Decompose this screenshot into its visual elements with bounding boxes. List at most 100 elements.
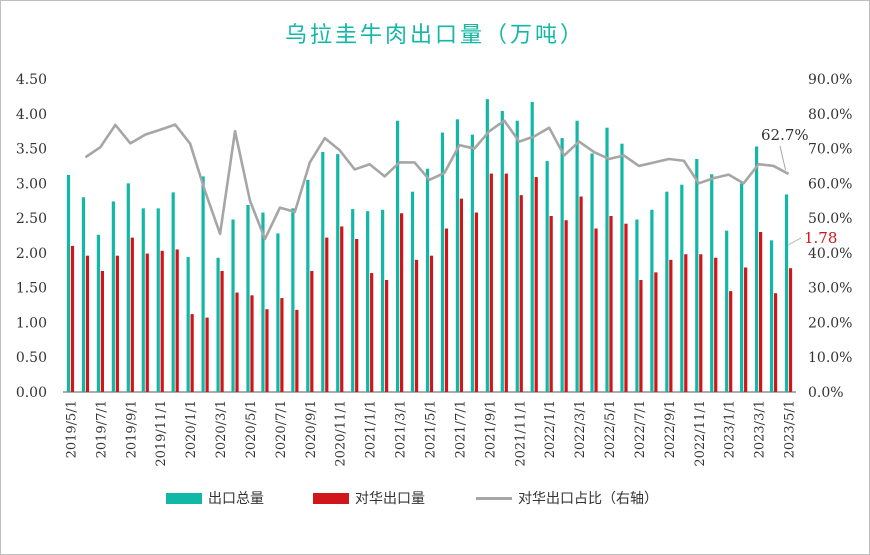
y-left-tick-label: 0.00 [16, 385, 47, 401]
bar-total [81, 197, 86, 392]
y-left-tick-label: 3.00 [16, 176, 47, 192]
legend-swatch-share [476, 496, 512, 500]
bar-total [306, 179, 310, 392]
y-right-tick-label: 90.0% [808, 72, 852, 88]
bar-total [635, 219, 639, 392]
legend-item-total[interactable]: 出口总量 [166, 488, 264, 508]
x-tick-label: 2019/5/1 [64, 400, 79, 458]
bar-total [740, 183, 744, 392]
bar-china [534, 177, 538, 392]
y-left-tick-label: 1.50 [16, 281, 47, 297]
bar-china [714, 257, 718, 392]
x-tick-label: 2019/9/1 [124, 400, 139, 458]
legend-label-china: 对华出口量 [355, 491, 425, 507]
bar-total [171, 192, 175, 392]
bar-total [425, 168, 430, 392]
x-tick-label: 2021/11/1 [513, 400, 528, 467]
y-right-tick-label: 60.0% [808, 176, 852, 192]
bar-china [744, 267, 748, 392]
bar-total [186, 257, 190, 392]
bar-total [605, 127, 609, 392]
bar-china [340, 226, 344, 392]
bar-total [321, 152, 325, 392]
bar-china [759, 232, 763, 392]
bar-china [579, 196, 583, 392]
x-tick-label: 2021/5/1 [424, 400, 439, 458]
bar-china [115, 255, 119, 392]
bar-china [205, 317, 209, 392]
bar-china [654, 272, 658, 392]
bar-total [201, 176, 205, 392]
bar-china [414, 259, 419, 392]
bar-total [126, 183, 130, 392]
legend-swatch-total [166, 492, 202, 504]
bar-china [325, 237, 329, 392]
y-right-tick-label: 0.0% [808, 385, 844, 401]
bar-total [410, 191, 415, 392]
bar-total [96, 234, 100, 392]
bar-total [500, 111, 504, 392]
y-left-tick-label: 1.00 [16, 315, 47, 331]
y-left-tick-label: 3.50 [16, 142, 47, 158]
legend-item-china[interactable]: 对华出口量 [313, 488, 425, 508]
bar-china [385, 280, 389, 392]
bar-total [769, 240, 774, 392]
bar-china [175, 249, 179, 392]
bar-total [710, 174, 714, 392]
bar-china [444, 228, 449, 392]
bar-china [265, 309, 269, 392]
bar-china [669, 259, 673, 392]
x-tick-label: 2020/1/1 [184, 400, 199, 458]
bar-china [429, 255, 434, 392]
bar-china [624, 223, 628, 392]
bar-total [141, 208, 145, 392]
series-china-bars [70, 173, 793, 392]
bar-total [336, 154, 340, 392]
legend-swatch-china [313, 492, 349, 504]
bar-total [366, 211, 370, 392]
bar-china [100, 270, 104, 392]
bar-total [261, 212, 265, 392]
bar-total [231, 219, 235, 392]
bar-china [594, 228, 598, 392]
x-tick-label: 2023/1/1 [723, 400, 738, 458]
x-tick-label: 2020/9/1 [304, 400, 319, 458]
bar-total [111, 201, 115, 392]
legend-label-total: 出口总量 [208, 491, 264, 507]
bar-total [530, 101, 534, 392]
x-tick-label: 2020/5/1 [244, 400, 259, 458]
bar-china [788, 268, 793, 392]
bar-china [70, 245, 75, 392]
x-tick-label: 2019/7/1 [94, 400, 109, 458]
bar-total [351, 209, 355, 392]
bar-total [276, 233, 280, 392]
bar-total [455, 119, 460, 392]
legend-label-share: 对华出口占比（右轴） [518, 491, 658, 507]
bar-china [85, 255, 90, 392]
bar-china [355, 238, 359, 392]
y-right-tick-label: 30.0% [808, 281, 852, 297]
x-tick-label: 2020/7/1 [274, 400, 289, 458]
y-right-tick-label: 70.0% [808, 142, 852, 158]
bar-china [519, 195, 523, 392]
bar-total [784, 194, 789, 392]
y-axis-tick-labels: 0.00 0.50 1.00 1.50 2.00 2.50 3.00 3.50 4.00 4.50… [16, 72, 853, 401]
bar-china [250, 295, 254, 392]
y-left-tick-label: 2.00 [16, 246, 47, 262]
legend-item-share[interactable]: 对华出口占比（右轴） [476, 488, 658, 508]
legend: 出口总量 对华出口量 对华出口占比（右轴） [0, 488, 870, 512]
x-tick-label: 2021/1/1 [364, 400, 379, 458]
x-tick-label: 2021/9/1 [483, 400, 498, 458]
bar-total [246, 204, 250, 392]
x-tick-label: 2022/5/1 [603, 400, 618, 458]
bar-china [220, 270, 224, 392]
x-tick-label: 2022/1/1 [543, 400, 558, 458]
share-line-path [84, 119, 790, 241]
bar-total [755, 146, 759, 392]
annotation-last-china-leader [787, 237, 802, 246]
bar-china [190, 314, 194, 392]
x-tick-label: 2020/11/1 [334, 400, 349, 467]
bar-china [549, 216, 553, 392]
